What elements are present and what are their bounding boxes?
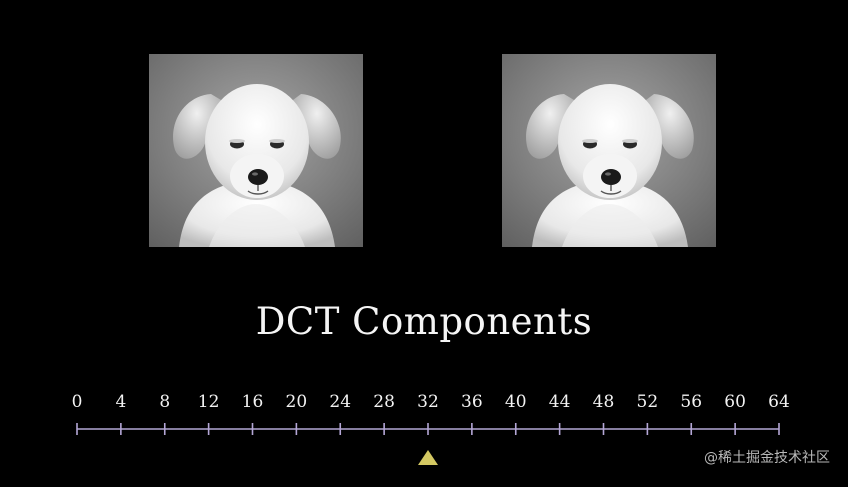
slider-tick-label: 16 xyxy=(242,392,264,412)
slider-tick-label: 56 xyxy=(680,392,702,412)
slider-tick-label: 52 xyxy=(637,392,659,412)
slider-tick-label: 60 xyxy=(724,392,746,412)
slider-tick-label: 32 xyxy=(417,392,439,412)
puppy-photo-icon xyxy=(502,54,716,247)
slider-tick-label: 24 xyxy=(329,392,351,412)
page-title: DCT Components xyxy=(255,300,593,343)
watermark: @稀土掘金技术社区 xyxy=(704,450,830,466)
reconstructed-puppy-image xyxy=(502,54,716,247)
slider-tick-label: 44 xyxy=(549,392,571,412)
dct-components-slider[interactable]: 0 4 8 12 16 20 24 28 32 36 40 44 48 52 56 60 64 xyxy=(0,380,848,480)
slider-tick-label: 0 xyxy=(72,392,83,412)
slider-tick-label: 20 xyxy=(286,392,308,412)
original-puppy-image xyxy=(149,54,363,247)
slider-tick-label: 64 xyxy=(768,392,790,412)
slider-marker-triangle-icon[interactable] xyxy=(418,450,438,465)
slider-tick-label: 28 xyxy=(373,392,395,412)
slider-tick-label: 48 xyxy=(593,392,615,412)
slider-tick-label: 40 xyxy=(505,392,527,412)
slider-tick-label: 12 xyxy=(198,392,220,412)
puppy-photo-icon xyxy=(149,54,363,247)
slider-tick-label: 8 xyxy=(159,392,170,412)
slider-tick-label: 36 xyxy=(461,392,483,412)
slider-tick-label: 4 xyxy=(115,392,126,412)
